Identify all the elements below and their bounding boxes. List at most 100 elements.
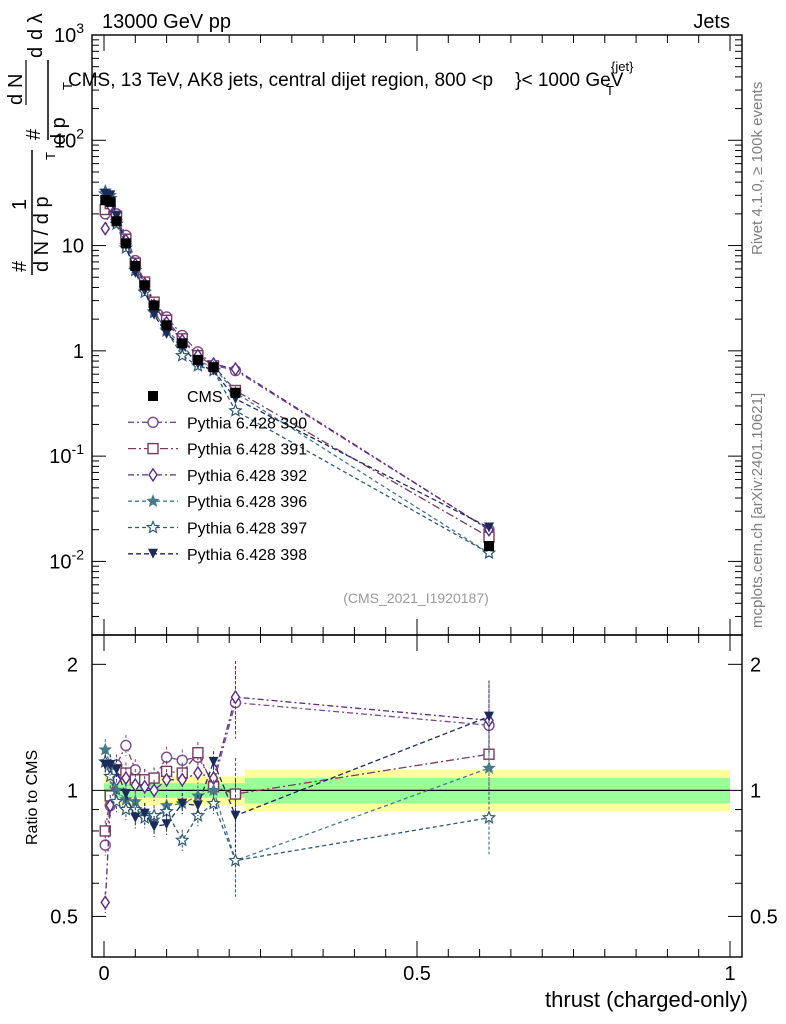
- legend-label: Pythia 6.428 392: [187, 468, 307, 485]
- ratio-ytick-label-right: 2: [750, 654, 761, 676]
- svg-text:T: T: [60, 82, 75, 90]
- svg-text:{jet}: {jet}: [611, 59, 634, 74]
- ratio-ytick-label-right: 0.5: [750, 906, 778, 928]
- main-point: [100, 221, 111, 236]
- ratio-point: [482, 761, 496, 774]
- svg-text:#: #: [9, 260, 31, 272]
- ratio-point: [130, 812, 141, 823]
- svg-text:T: T: [43, 152, 58, 160]
- ratio-point: [99, 825, 111, 837]
- main-point: [230, 361, 241, 377]
- ratio-point: [192, 800, 203, 811]
- ratio-point: [111, 764, 122, 775]
- ratio-point: [161, 819, 172, 830]
- svg-text:d λ: d λ: [25, 13, 47, 40]
- main-point: [149, 309, 160, 320]
- ratio-ylabel: Ratio to CMS: [24, 750, 41, 845]
- ratio-ytick-label: 1: [67, 780, 78, 802]
- main-ytick-label: 10-2: [49, 546, 84, 573]
- ratio-point: [105, 759, 116, 770]
- main-point: [105, 190, 116, 201]
- svg-text:d p: d p: [48, 117, 70, 145]
- ratio-point: [206, 796, 221, 810]
- cms-point: [161, 320, 172, 331]
- ratio-point: [149, 783, 159, 798]
- ratio-point: [103, 768, 118, 783]
- main-ytick-label: 102: [54, 125, 84, 152]
- xtick-label: 0.5: [403, 963, 431, 985]
- ratio-point: [100, 895, 111, 910]
- main-point: [111, 211, 122, 222]
- cms-point: [230, 387, 241, 398]
- cms-point: [483, 541, 494, 552]
- svg-text:d N / d p: d N / d p: [31, 196, 53, 272]
- mcplots-label: mcplots.cern.ch [arXiv:2401.10621]: [749, 393, 766, 628]
- cms-point: [149, 300, 160, 311]
- main-point: [483, 522, 494, 533]
- analysis-id: (CMS_2021_I1920187): [343, 590, 489, 606]
- ratio-point: [230, 689, 241, 705]
- main-ylabel: # 1 d N / d p T # d p T d N d d λ: [5, 13, 75, 275]
- header-left: 13000 GeV pp: [102, 11, 231, 33]
- cms-point: [111, 216, 122, 227]
- ratio-ytick-label-right: 1: [750, 780, 761, 802]
- main-ytick-label: 10: [62, 236, 84, 258]
- ratio-point: [139, 779, 150, 795]
- legend-marker: [146, 494, 160, 507]
- legend-marker: [147, 442, 159, 455]
- ratio-ytick-label: 0.5: [50, 906, 78, 928]
- xtick-label: 0: [98, 963, 109, 985]
- ratio-ytick-label: 2: [67, 654, 78, 676]
- main-ytick-label: 10-1: [49, 441, 84, 468]
- ratio-point: [192, 747, 204, 759]
- ratio-point: [208, 756, 219, 767]
- ratio-point: [174, 832, 190, 847]
- main-series-line: [104, 202, 490, 538]
- ratio-point: [109, 794, 124, 808]
- header-right: Jets: [693, 11, 730, 33]
- legend-label: Pythia 6.428 398: [187, 547, 307, 564]
- ratio-point: [120, 739, 132, 752]
- cms-point: [192, 354, 203, 365]
- ratio-point: [481, 810, 497, 824]
- rivet-label: Rivet 4.1.0, ≥ 100k events: [749, 82, 766, 255]
- legend-label: Pythia 6.428 397: [187, 521, 307, 538]
- ratio-point: [161, 772, 172, 788]
- cms-point: [120, 238, 131, 249]
- cms-point: [130, 260, 141, 271]
- ratio-point: [193, 765, 203, 781]
- legend-marker: [148, 467, 158, 483]
- cms-point: [177, 338, 188, 349]
- ratio-point: [229, 788, 242, 800]
- ratio-point: [230, 810, 241, 821]
- svg-text:d: d: [25, 47, 47, 58]
- legend-label: CMS: [187, 389, 223, 406]
- main-frame: [91, 34, 743, 636]
- plot-title: CMS, 13 TeV, AK8 jets, central dijet reg…: [68, 59, 634, 98]
- svg-text:CMS, 13 TeV, AK8 jets, central: CMS, 13 TeV, AK8 jets, central dijet reg…: [68, 70, 624, 91]
- ratio-point: [483, 711, 494, 722]
- ratio-point: [228, 852, 243, 867]
- ratio-point: [177, 772, 188, 788]
- xtick-label: 1: [724, 963, 735, 985]
- ratio-point: [149, 821, 160, 832]
- legend-marker: [147, 416, 159, 428]
- ratio-point: [160, 751, 173, 763]
- main-ytick-label: 103: [54, 20, 84, 47]
- legend-label: Pythia 6.428 390: [187, 415, 307, 432]
- legend-label: Pythia 6.428 391: [187, 442, 307, 459]
- xlabel: thrust (charged-only): [545, 987, 748, 1012]
- legend-marker: [148, 391, 158, 401]
- svg-text:1: 1: [9, 199, 31, 210]
- svg-text:#: #: [23, 128, 45, 140]
- main-ytick-label: 1: [73, 341, 84, 363]
- ratio-point: [177, 798, 188, 809]
- ratio-point: [130, 777, 141, 793]
- main-point: [161, 328, 172, 339]
- legend-marker: [148, 548, 158, 559]
- ratio-point: [120, 789, 131, 800]
- svg-text:T: T: [606, 83, 614, 98]
- svg-text:N: N: [5, 74, 27, 88]
- ratio-point: [148, 772, 160, 784]
